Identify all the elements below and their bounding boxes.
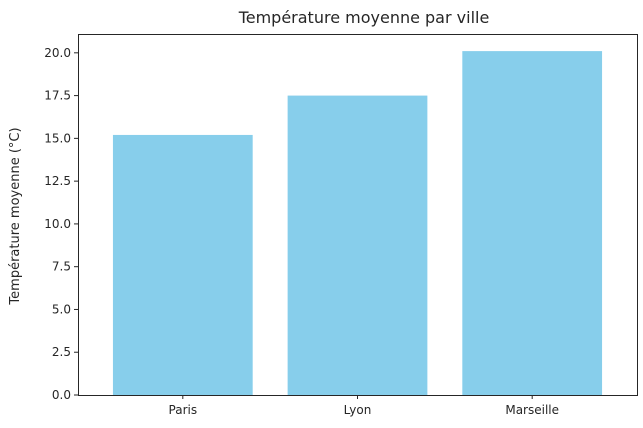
x-tick-label: Lyon <box>344 403 372 417</box>
x-tick-label: Marseille <box>505 403 559 417</box>
bars-group <box>112 51 603 396</box>
bar-lyon <box>287 95 428 396</box>
y-tick-label: 12.5 <box>44 174 71 188</box>
y-tick-label: 15.0 <box>44 131 71 145</box>
plot-frame <box>78 34 638 396</box>
x-tick-label: Paris <box>169 403 198 417</box>
y-tick-label: 7.5 <box>52 260 71 274</box>
y-tick-label: 17.5 <box>44 89 71 103</box>
y-axis-label: Température moyenne (°C) <box>8 127 23 305</box>
y-tick-label: 20.0 <box>44 46 71 60</box>
y-tick-label: 10.0 <box>44 217 71 231</box>
x-ticks-group: Paris Lyon Marseille <box>169 395 559 417</box>
bar-paris <box>112 134 253 396</box>
chart-title: Température moyenne par ville <box>238 8 490 27</box>
y-tick-label: 0.0 <box>52 388 71 402</box>
y-ticks-group: 0.0 2.5 5.0 7.5 10.0 12.5 15.0 17.5 20.0 <box>44 46 78 402</box>
bar-marseille <box>462 51 603 395</box>
y-tick-label: 2.5 <box>52 345 71 359</box>
y-tick-label: 5.0 <box>52 302 71 316</box>
